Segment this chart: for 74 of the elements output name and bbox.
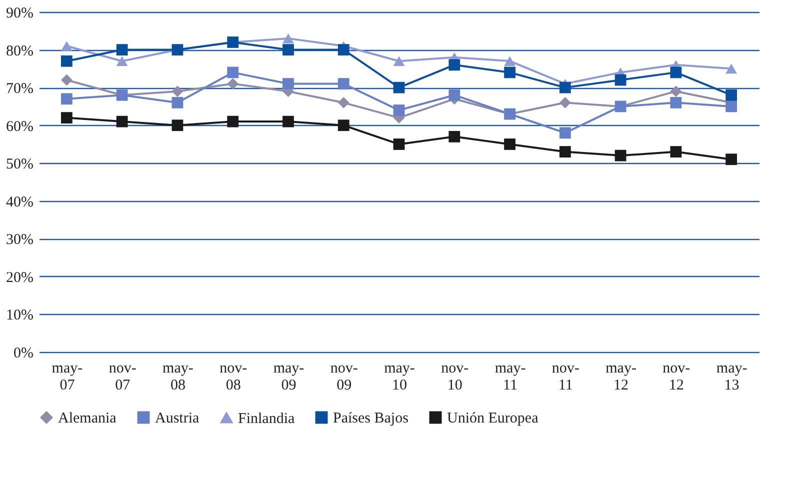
legend-label: Austria (155, 410, 200, 427)
point (116, 116, 128, 128)
point (504, 56, 516, 66)
y-tick-label: 70% (6, 81, 34, 98)
y-tick-label: 30% (6, 232, 34, 248)
x-tick-label: nov-10 (441, 360, 469, 394)
point (726, 89, 738, 101)
y-tick-label: 80% (6, 43, 34, 60)
y-tick-label: 10% (6, 308, 34, 324)
point (448, 59, 460, 71)
point (338, 120, 350, 132)
point (172, 86, 184, 98)
point (559, 127, 571, 139)
x-tick-label: nov-12 (662, 360, 690, 394)
point (559, 146, 571, 158)
point (60, 93, 72, 105)
x-tick-label: nov-09 (330, 360, 358, 394)
point (227, 66, 239, 78)
point (726, 64, 738, 74)
point (559, 96, 571, 108)
x-tick-label: nov-11 (552, 360, 580, 394)
x-tick-label: may-09 (273, 360, 304, 394)
y-tick-label: 20% (6, 270, 34, 286)
point (282, 116, 294, 128)
x-tick-label: may-07 (52, 360, 83, 394)
y-tick-label: 90% (6, 6, 34, 22)
x-tick-label: may-10 (384, 360, 415, 394)
x-tick-label: may-08 (162, 360, 194, 394)
point (670, 96, 682, 108)
x-tick-label: nov-08 (220, 360, 248, 394)
point (559, 82, 571, 94)
point (393, 104, 405, 116)
point (614, 74, 626, 86)
x-tick-label: nov-07 (108, 360, 136, 394)
point (393, 82, 405, 94)
point (282, 34, 294, 44)
point (172, 96, 184, 108)
point (338, 78, 350, 90)
point (282, 78, 294, 90)
legend-label: Países Bajos (333, 410, 409, 427)
point (504, 138, 516, 150)
point (60, 55, 72, 67)
point (338, 44, 350, 56)
point (448, 89, 460, 101)
point (670, 146, 682, 158)
point (614, 150, 626, 162)
point (60, 112, 72, 124)
point (726, 100, 738, 112)
legend-label: Alemania (58, 410, 117, 427)
y-tick-label: 60% (6, 118, 34, 135)
legend-label: Unión Europea (447, 410, 539, 427)
point (393, 138, 405, 150)
point (60, 74, 72, 86)
point (172, 120, 184, 132)
point (338, 96, 350, 108)
point (116, 56, 128, 66)
point (726, 154, 738, 166)
point (282, 44, 294, 56)
point (504, 66, 516, 78)
point (393, 56, 405, 66)
x-tick-label: may-13 (716, 360, 748, 394)
y-tick-label: 0% (14, 346, 34, 362)
point (116, 44, 128, 56)
point (227, 116, 239, 128)
point (670, 66, 682, 78)
point (670, 86, 682, 98)
x-tick-label: may-11 (494, 360, 526, 394)
y-tick-label: 50% (6, 156, 34, 173)
point (60, 41, 72, 51)
point (227, 78, 239, 90)
legend-label: Finlandia (238, 410, 295, 427)
point (448, 130, 460, 142)
x-tick-label: may-12 (606, 360, 636, 394)
y-tick-label: 40% (6, 194, 34, 210)
